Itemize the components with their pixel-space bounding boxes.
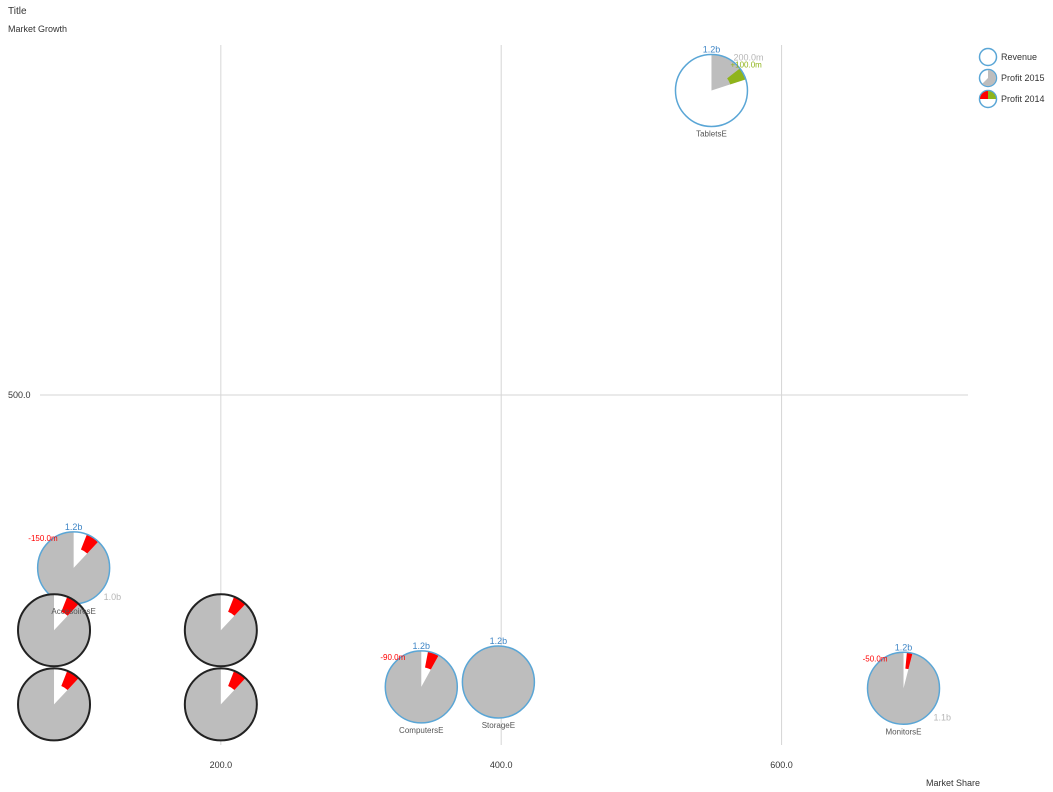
- category-label: TabletsE: [696, 130, 727, 139]
- profit-delta-positive: [727, 68, 746, 85]
- chart-subtitle: Market Growth: [8, 24, 68, 34]
- profit-slice: [867, 652, 940, 725]
- profit-slice: [184, 668, 257, 741]
- revenue-outline: [17, 593, 92, 668]
- revenue-ring-icon: [978, 47, 998, 66]
- bubble-layer: [17, 53, 941, 742]
- grid-layer: 200.0 400.0 600.0 500.0: [8, 45, 968, 770]
- bubble[interactable]: [183, 593, 258, 668]
- delta-label: +100.0m: [730, 61, 762, 70]
- profit-slice: [462, 646, 535, 718]
- bubble[interactable]: [17, 593, 92, 668]
- profit-slice: [18, 668, 91, 741]
- profit-2014-pie-icon: [978, 89, 998, 108]
- revenue-outline: [384, 650, 459, 724]
- x-axis-label: Market Share: [926, 778, 980, 788]
- profit-delta-negative: [425, 651, 439, 670]
- revenue-label: 1.2b: [703, 45, 721, 55]
- profit-2015-pie-icon: [978, 68, 998, 87]
- revenue-label: 1.2b: [65, 522, 83, 532]
- x-tick-label: 200.0: [210, 760, 233, 770]
- profit-delta-negative: [80, 534, 99, 554]
- legend-label: Profit 2015: [1001, 72, 1045, 83]
- profit-label: 1.0b: [104, 592, 122, 602]
- legend-item-profit-2015[interactable]: Profit 2015: [978, 67, 1045, 88]
- legend-label: Revenue: [1001, 51, 1038, 62]
- x-tick-label: 600.0: [770, 760, 793, 770]
- profit-slice: [385, 650, 458, 723]
- revenue-outline: [183, 593, 258, 668]
- category-label: MonitorsE: [886, 727, 922, 736]
- legend-item-profit-2014[interactable]: Profit 2014: [978, 88, 1045, 109]
- revenue-label: 1.2b: [895, 642, 913, 652]
- chart-title: Title: [8, 6, 27, 17]
- delta-label: -90.0m: [380, 653, 405, 662]
- revenue-outline: [17, 667, 92, 742]
- revenue-label: 1.2b: [490, 636, 508, 646]
- profit-slice: [184, 594, 257, 667]
- profit-delta-negative: [905, 652, 913, 670]
- delta-label: -50.0m: [863, 654, 888, 663]
- bubble[interactable]: [17, 667, 92, 742]
- bubble[interactable]: [384, 650, 459, 724]
- delta-label: -150.0m: [28, 534, 58, 543]
- revenue-outline: [674, 53, 749, 128]
- profit-slice: [18, 594, 91, 667]
- revenue-outline: [461, 645, 536, 719]
- bubble[interactable]: [674, 53, 749, 128]
- legend-item-revenue[interactable]: Revenue: [978, 46, 1045, 67]
- legend: Revenue Profit 2015 Profit 2014: [978, 46, 1045, 109]
- y-tick-label: 500.0: [8, 390, 31, 400]
- legend-label: Profit 2014: [1001, 93, 1045, 104]
- category-label: ComputersE: [399, 726, 443, 735]
- category-label: StorageE: [482, 721, 515, 730]
- revenue-label: 1.2b: [413, 641, 431, 651]
- profit-slice: [37, 531, 110, 604]
- profit-label: 1.1b: [934, 712, 952, 722]
- x-tick-label: 400.0: [490, 760, 513, 770]
- category-label: AccesoiresE: [51, 607, 95, 616]
- bubble[interactable]: [183, 667, 258, 742]
- profit-label: 200.0m: [733, 53, 763, 63]
- bubble[interactable]: [461, 645, 536, 719]
- bubble[interactable]: [866, 651, 941, 726]
- revenue-outline: [183, 667, 258, 742]
- revenue-outline: [866, 651, 941, 726]
